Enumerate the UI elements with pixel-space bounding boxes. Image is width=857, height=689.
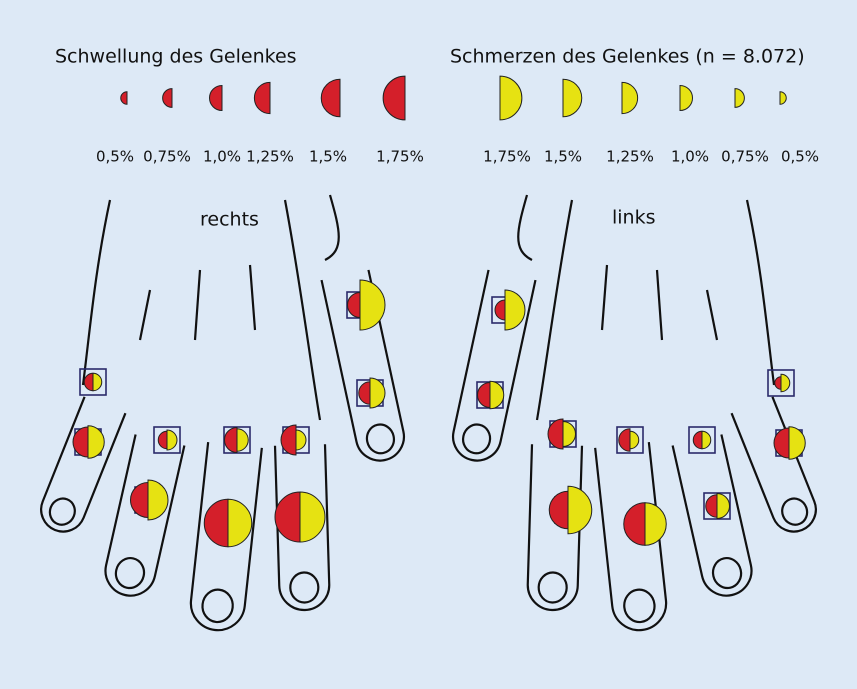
legend-label: 0,75% [143,148,191,166]
legend-label: 0,5% [96,148,134,166]
legend-label: 1,75% [483,148,531,166]
legend-label: 1,25% [606,148,654,166]
background [0,0,857,689]
hand-label: links [612,207,656,229]
hand-label: rechts [200,209,259,231]
legend-label: 1,5% [309,148,347,166]
legend-label: 0,5% [781,148,819,166]
legend-label: 1,25% [246,148,294,166]
legend-label: 1,5% [544,148,582,166]
legend-label: 1,75% [376,148,424,166]
legend-label: 1,0% [671,148,709,166]
pain-title: Schmerzen des Gelenkes (n = 8.072) [450,46,805,68]
legend-label: 0,75% [721,148,769,166]
legend-label: 1,0% [203,148,241,166]
diagram: Schwellung des Gelenkes Schmerzen des Ge… [0,0,857,689]
swelling-title: Schwellung des Gelenkes [55,46,297,68]
